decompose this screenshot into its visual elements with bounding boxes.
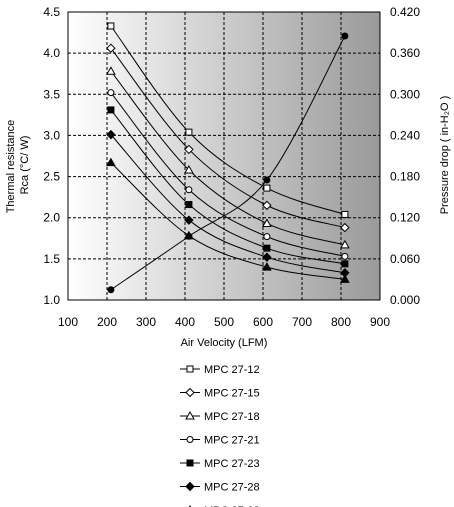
y-left-tick-label: 2.5 bbox=[43, 170, 60, 184]
y-right-tick-label: 0.120 bbox=[390, 211, 420, 225]
x-tick-label: 600 bbox=[253, 315, 273, 329]
data-point bbox=[107, 22, 115, 30]
series-line bbox=[110, 25, 346, 215]
pressure-drop-point bbox=[263, 176, 271, 184]
data-point bbox=[341, 210, 349, 218]
legend-label: MPC 27-28 bbox=[204, 482, 260, 494]
x-tick-label: 900 bbox=[370, 315, 390, 329]
data-point bbox=[262, 252, 272, 262]
legend-marker bbox=[186, 365, 194, 373]
y-left-tick-label: 2.0 bbox=[43, 211, 60, 225]
y-left-tick-label: 3.5 bbox=[43, 87, 60, 101]
data-point bbox=[262, 218, 272, 227]
series-line bbox=[110, 92, 346, 257]
y-axis-left-label-line2: Rca (°C/ W) bbox=[19, 136, 31, 195]
x-tick-label: 200 bbox=[97, 315, 117, 329]
data-point bbox=[106, 66, 116, 75]
legend-marker bbox=[186, 436, 194, 443]
y-right-tick-label: 0.300 bbox=[390, 87, 420, 101]
series-line bbox=[110, 134, 345, 274]
data-point bbox=[263, 244, 271, 252]
data-point bbox=[185, 201, 193, 209]
tick-labels: 100 200 300 400 500 600 700 800 900 1.0 1.5 2.0 2.5 3… bbox=[43, 5, 420, 329]
data-point bbox=[341, 260, 349, 268]
y-axis-right-label: Pressure drop ( in-H₂O ) bbox=[439, 96, 451, 215]
data-point bbox=[185, 186, 193, 194]
pressure-drop-line bbox=[110, 35, 346, 291]
x-tick-label: 500 bbox=[214, 315, 234, 329]
y-right-tick-label: 0.240 bbox=[390, 128, 420, 142]
legend-label: MPC 27-18 bbox=[204, 411, 260, 423]
y-right-tick-label: 0.060 bbox=[390, 252, 420, 266]
data-point bbox=[263, 233, 271, 241]
pressure-drop-point bbox=[341, 32, 349, 40]
y-left-tick-label: 4.5 bbox=[43, 5, 60, 19]
series-line bbox=[110, 70, 346, 246]
x-tick-label: 700 bbox=[292, 315, 312, 329]
legend: MPC 27-12 MPC 27-15 MPC 27-18 MPC 27-21 MPC … bbox=[180, 364, 260, 507]
series-line bbox=[110, 47, 346, 229]
data-point bbox=[262, 200, 272, 211]
pressure-drop-point bbox=[107, 286, 115, 294]
data-point bbox=[184, 164, 194, 174]
legend-label: MPC 27-33 bbox=[204, 505, 260, 507]
x-axis-label: Air Velocity (LFM) bbox=[181, 337, 268, 349]
series-markers bbox=[106, 22, 350, 294]
legend-marker bbox=[185, 387, 195, 398]
y-right-tick-label: 0.420 bbox=[390, 5, 420, 19]
x-tick-label: 300 bbox=[136, 315, 156, 329]
y-left-tick-label: 1.5 bbox=[43, 252, 60, 266]
legend-marker bbox=[186, 459, 194, 467]
data-point bbox=[185, 128, 193, 136]
legend-label: MPC 27-23 bbox=[204, 458, 260, 470]
y-left-tick-label: 3.0 bbox=[43, 128, 60, 142]
y-right-tick-label: 0.360 bbox=[390, 46, 420, 60]
legend-marker bbox=[185, 410, 195, 420]
data-point bbox=[184, 144, 194, 155]
series-line bbox=[110, 109, 345, 265]
data-point bbox=[340, 274, 350, 283]
data-point bbox=[262, 262, 272, 271]
y-left-tick-label: 1.0 bbox=[43, 293, 60, 307]
grid-lines bbox=[68, 12, 380, 300]
legend-marker bbox=[185, 481, 195, 492]
data-point bbox=[106, 157, 116, 167]
data-point bbox=[184, 215, 194, 225]
y-right-tick-label: 0.000 bbox=[390, 293, 420, 307]
data-point bbox=[263, 184, 271, 192]
data-point bbox=[106, 129, 116, 140]
series-lines bbox=[110, 25, 346, 291]
data-point bbox=[340, 222, 350, 233]
series-line bbox=[110, 162, 345, 280]
data-point bbox=[341, 252, 349, 260]
y-axis-left-label-line1: Thermal resistance bbox=[5, 120, 17, 214]
y-right-tick-label: 0.180 bbox=[390, 170, 420, 184]
data-point bbox=[107, 89, 115, 97]
legend-label: MPC 27-15 bbox=[204, 388, 260, 400]
pressure-drop-point bbox=[185, 232, 193, 240]
x-tick-label: 100 bbox=[58, 315, 78, 329]
plot-area bbox=[67, 11, 381, 301]
x-tick-label: 800 bbox=[331, 315, 351, 329]
x-tick-label: 400 bbox=[175, 315, 195, 329]
y-axis-left-label: Thermal resistance Rca (°C/ W) bbox=[5, 117, 31, 214]
data-point bbox=[107, 106, 115, 114]
y-left-tick-label: 4.0 bbox=[43, 46, 60, 60]
legend-label: MPC 27-12 bbox=[204, 364, 260, 376]
data-point bbox=[340, 239, 350, 249]
data-point bbox=[106, 43, 116, 53]
legend-label: MPC 27-21 bbox=[204, 435, 260, 447]
